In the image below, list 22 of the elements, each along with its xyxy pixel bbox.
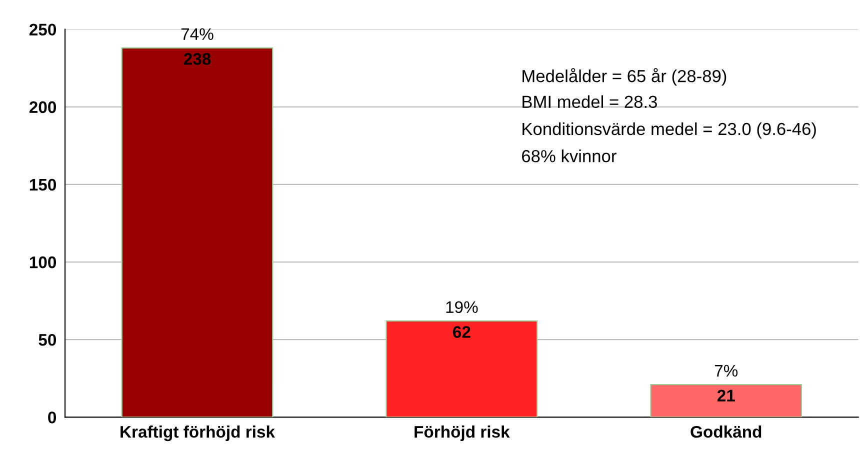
y-tick-label: 150 xyxy=(30,178,56,191)
y-tick-label: 200 xyxy=(29,101,56,114)
data-label: 238 xyxy=(184,53,211,65)
x-tick-label: Kraftigt förhöjd risk xyxy=(120,426,276,442)
y-tick-label: 0 xyxy=(48,412,56,424)
annotation: 19% xyxy=(446,301,478,314)
annotation: 7% xyxy=(714,364,738,377)
y-tick-label: 250 xyxy=(29,24,56,36)
x-tick-label: Godkänd xyxy=(690,426,762,438)
bar xyxy=(650,384,802,418)
y-tick-label: 100 xyxy=(30,256,56,268)
data-label: 62 xyxy=(453,326,470,338)
annotation: BMI medel = 28.3 xyxy=(522,95,657,108)
bar xyxy=(121,47,274,418)
annotation: Konditionsvärde medel = 23.0 (9.6-46) xyxy=(522,122,816,139)
annotation: Medelålder = 65 år (28-89) xyxy=(522,68,726,86)
x-tick-label: Förhöjd risk xyxy=(414,426,510,442)
data-label: 21 xyxy=(717,390,735,402)
y-tick-label: 50 xyxy=(38,334,56,346)
annotation: 74% xyxy=(181,28,214,40)
bar xyxy=(386,320,538,418)
annotation: 68% kvinnor xyxy=(522,150,616,162)
